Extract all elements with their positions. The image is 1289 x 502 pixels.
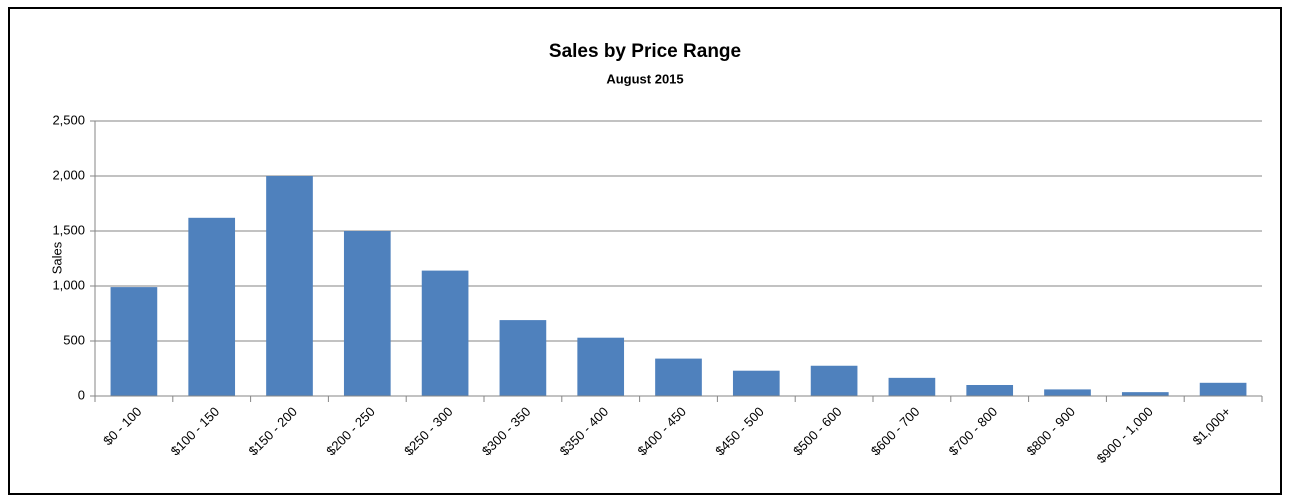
bar (1121, 392, 1169, 396)
y-axis-label: Sales (49, 241, 64, 274)
chart-subtitle: August 2015 (606, 71, 683, 86)
bar (266, 176, 313, 396)
bar (1044, 389, 1091, 396)
y-tick-label: 2,500 (52, 112, 85, 127)
chart-title: Sales by Price Range (549, 41, 741, 62)
bar (966, 385, 1014, 396)
bar (732, 370, 780, 396)
y-tick-label: 1,000 (52, 277, 85, 292)
bar (810, 365, 858, 396)
y-tick-label: 1,500 (52, 222, 85, 237)
y-tick-label: 0 (78, 387, 85, 402)
bar (188, 217, 236, 396)
bar (577, 337, 625, 396)
bar (1199, 382, 1247, 396)
bar (343, 231, 391, 396)
bar (499, 320, 547, 396)
y-tick-label: 500 (63, 332, 85, 347)
bar (888, 377, 936, 396)
bar (655, 358, 702, 396)
bar (421, 270, 469, 396)
y-tick-label: 2,000 (52, 167, 85, 182)
bar (110, 287, 158, 396)
